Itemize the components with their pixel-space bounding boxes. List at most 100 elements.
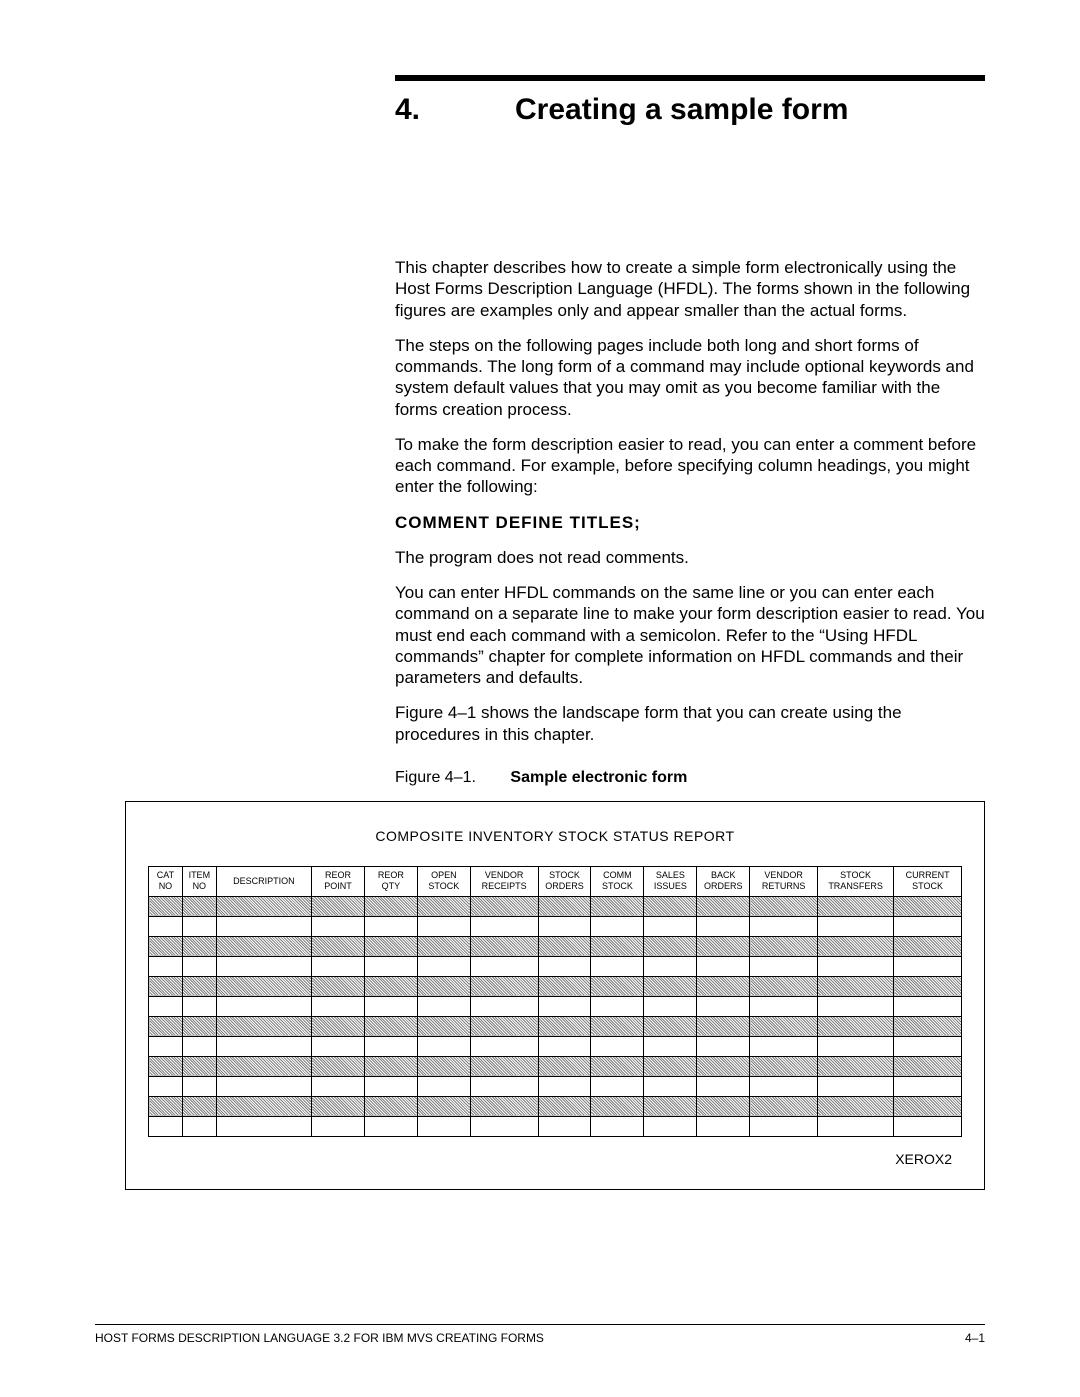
table-cell <box>750 996 818 1016</box>
table-cell <box>538 1056 591 1076</box>
table-cell <box>591 896 644 916</box>
table-cell <box>538 956 591 976</box>
table-cell <box>894 936 962 956</box>
table-cell <box>470 1056 538 1076</box>
table-cell <box>216 1116 311 1136</box>
table-cell <box>470 896 538 916</box>
table-row <box>149 976 962 996</box>
table-cell <box>591 956 644 976</box>
table-cell <box>182 976 216 996</box>
table-header-cell: BACKORDERS <box>697 866 750 896</box>
table-cell <box>182 1096 216 1116</box>
table-cell <box>182 956 216 976</box>
table-cell <box>216 936 311 956</box>
table-cell <box>591 1116 644 1136</box>
table-cell <box>149 896 183 916</box>
table-cell <box>894 1076 962 1096</box>
table-header-cell: VENDORRETURNS <box>750 866 818 896</box>
table-cell <box>697 1036 750 1056</box>
table-cell <box>417 976 470 996</box>
table-header-cell: COMMSTOCK <box>591 866 644 896</box>
table-cell <box>538 1116 591 1136</box>
table-cell <box>591 1016 644 1036</box>
form-title: COMPOSITE INVENTORY STOCK STATUS REPORT <box>148 828 962 844</box>
table-cell <box>697 916 750 936</box>
table-cell <box>644 976 697 996</box>
table-cell <box>364 1056 417 1076</box>
table-cell <box>470 1036 538 1056</box>
table-cell <box>644 896 697 916</box>
table-cell <box>312 1016 365 1036</box>
page-footer: HOST FORMS DESCRIPTION LANGUAGE 3.2 FOR … <box>95 1324 985 1345</box>
page: 4. Creating a sample form This chapter d… <box>0 0 1080 1250</box>
paragraph: The steps on the following pages include… <box>395 335 985 420</box>
sample-form-box: COMPOSITE INVENTORY STOCK STATUS REPORT … <box>125 801 985 1190</box>
table-cell <box>149 1036 183 1056</box>
table-row <box>149 956 962 976</box>
table-cell <box>149 1096 183 1116</box>
table-cell <box>697 1076 750 1096</box>
table-cell <box>417 1076 470 1096</box>
table-cell <box>417 1116 470 1136</box>
table-cell <box>644 1016 697 1036</box>
table-cell <box>312 956 365 976</box>
table-cell <box>894 996 962 1016</box>
table-cell <box>644 1036 697 1056</box>
table-cell <box>894 1056 962 1076</box>
paragraph: You can enter HFDL commands on the same … <box>395 582 985 688</box>
table-cell <box>312 896 365 916</box>
table-cell <box>312 936 365 956</box>
chapter-title: Creating a sample form <box>515 93 848 127</box>
table-cell <box>312 1076 365 1096</box>
table-cell <box>591 1036 644 1056</box>
table-cell <box>644 956 697 976</box>
table-cell <box>216 1056 311 1076</box>
table-cell <box>417 956 470 976</box>
table-cell <box>894 1116 962 1136</box>
table-cell <box>182 1116 216 1136</box>
table-cell <box>364 956 417 976</box>
table-cell <box>364 996 417 1016</box>
table-cell <box>697 896 750 916</box>
table-cell <box>817 956 893 976</box>
table-row <box>149 896 962 916</box>
table-cell <box>149 1056 183 1076</box>
table-cell <box>182 1076 216 1096</box>
table-cell <box>644 916 697 936</box>
table-cell <box>149 916 183 936</box>
table-cell <box>591 1076 644 1096</box>
table-cell <box>538 1076 591 1096</box>
chapter-heading: 4. Creating a sample form <box>395 93 985 127</box>
table-cell <box>644 1096 697 1116</box>
table-cell <box>750 936 818 956</box>
table-cell <box>312 1116 365 1136</box>
paragraph: This chapter describes how to create a s… <box>395 257 985 321</box>
comment-define-line: COMMENT DEFINE TITLES; <box>395 512 985 533</box>
table-row <box>149 1116 962 1136</box>
table-row <box>149 1036 962 1056</box>
table-cell <box>538 1036 591 1056</box>
form-table: CATNOITEMNODESCRIPTIONREORPOINTREORQTYOP… <box>148 866 962 1137</box>
table-row <box>149 1056 962 1076</box>
table-cell <box>817 976 893 996</box>
table-header-cell: ITEMNO <box>182 866 216 896</box>
table-cell <box>591 996 644 1016</box>
paragraph: To make the form description easier to r… <box>395 434 985 498</box>
table-cell <box>817 1076 893 1096</box>
table-header-cell: REORQTY <box>364 866 417 896</box>
table-row <box>149 1096 962 1116</box>
table-cell <box>817 936 893 956</box>
table-cell <box>364 1036 417 1056</box>
table-cell <box>216 1036 311 1056</box>
table-cell <box>216 996 311 1016</box>
table-cell <box>149 936 183 956</box>
table-cell <box>364 1096 417 1116</box>
table-cell <box>470 996 538 1016</box>
table-cell <box>312 1056 365 1076</box>
table-cell <box>750 1016 818 1036</box>
table-header-cell: OPENSTOCK <box>417 866 470 896</box>
table-cell <box>697 1116 750 1136</box>
table-cell <box>417 996 470 1016</box>
table-cell <box>750 1076 818 1096</box>
figure-title: Sample electronic form <box>510 769 687 786</box>
